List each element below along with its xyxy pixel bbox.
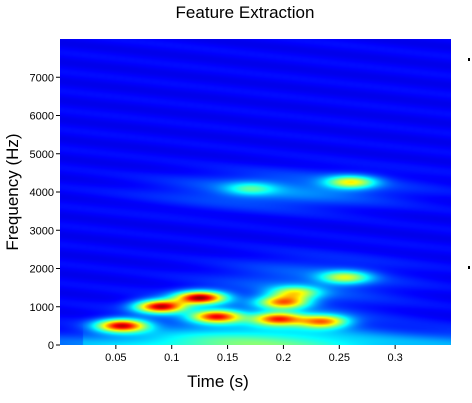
x-axis-label: Time (s) [187,372,249,392]
y-tick-label: 5000 [30,149,54,161]
y-tick-label: 0 [48,340,54,352]
y-tick-label: 3000 [30,225,54,237]
y-tick-label: 6000 [30,111,54,123]
x-tick-label: 0.3 [387,352,402,364]
edge-marker [468,58,470,61]
x-tick-label: 0.1 [164,352,179,364]
edge-marker [468,266,470,269]
y-axis-label: Frequency (Hz) [3,133,23,250]
x-tick-label: 0.2 [276,352,291,364]
x-tick-label: 0.25 [329,352,350,364]
x-tick-label: 0.15 [217,352,238,364]
y-tick-label: 7000 [30,72,54,84]
x-tick-label: 0.05 [105,352,126,364]
y-tick-label: 4000 [30,187,54,199]
y-tick-label: 1000 [30,302,54,314]
y-tick-label: 2000 [30,264,54,276]
